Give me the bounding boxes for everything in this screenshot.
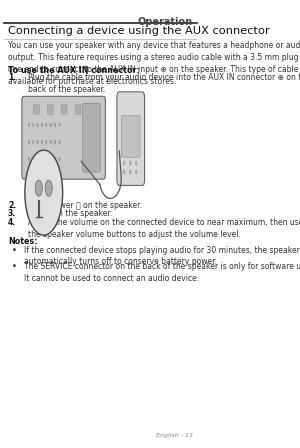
- FancyBboxPatch shape: [47, 104, 53, 114]
- Text: Notes:: Notes:: [8, 237, 38, 246]
- Text: To use the AUX IN connector:: To use the AUX IN connector:: [8, 66, 140, 75]
- Circle shape: [45, 123, 47, 127]
- Circle shape: [54, 123, 56, 127]
- FancyBboxPatch shape: [117, 92, 145, 185]
- Circle shape: [58, 123, 61, 127]
- Circle shape: [35, 180, 42, 196]
- Text: •: •: [12, 262, 17, 271]
- Circle shape: [45, 140, 47, 144]
- Circle shape: [41, 140, 43, 144]
- Circle shape: [129, 160, 131, 166]
- Circle shape: [135, 169, 137, 175]
- Circle shape: [45, 157, 47, 161]
- FancyBboxPatch shape: [122, 116, 140, 157]
- Circle shape: [28, 123, 30, 127]
- Text: Press: Press: [28, 209, 50, 218]
- Text: The SERVICE connector on the back of the speaker is only for software updates.
I: The SERVICE connector on the back of the…: [24, 262, 300, 283]
- Text: You can use your speaker with any device that features a headphone or audio
outp: You can use your speaker with any device…: [8, 41, 300, 86]
- Circle shape: [50, 140, 52, 144]
- Circle shape: [28, 140, 30, 144]
- Circle shape: [41, 157, 43, 161]
- FancyBboxPatch shape: [33, 104, 39, 114]
- Circle shape: [32, 123, 34, 127]
- Text: Connecting a device using the AUX connector: Connecting a device using the AUX connec…: [8, 26, 270, 35]
- Circle shape: [28, 157, 30, 161]
- Circle shape: [32, 140, 34, 144]
- Text: on the speaker.: on the speaker.: [51, 209, 112, 218]
- Text: If the connected device stops playing audio for 30 minutes, the speaker
automati: If the connected device stops playing au…: [24, 246, 300, 266]
- FancyBboxPatch shape: [83, 103, 100, 172]
- Circle shape: [129, 169, 131, 175]
- FancyBboxPatch shape: [61, 104, 67, 114]
- Circle shape: [37, 140, 39, 144]
- Text: Plug the cable from your audio device into the AUX IN connector ⊕ on the
back of: Plug the cable from your audio device in…: [28, 73, 300, 94]
- Text: •: •: [12, 246, 17, 254]
- Circle shape: [50, 157, 52, 161]
- Circle shape: [25, 150, 63, 235]
- Circle shape: [41, 123, 43, 127]
- Circle shape: [37, 123, 39, 127]
- Text: AUX: AUX: [39, 209, 57, 218]
- Text: 4.: 4.: [8, 218, 16, 227]
- Circle shape: [32, 157, 34, 161]
- Text: 3.: 3.: [8, 209, 16, 218]
- Circle shape: [58, 140, 61, 144]
- Circle shape: [50, 123, 52, 127]
- Circle shape: [45, 180, 52, 196]
- FancyBboxPatch shape: [75, 104, 81, 114]
- Text: Operation: Operation: [138, 17, 193, 27]
- Circle shape: [123, 160, 125, 166]
- Circle shape: [54, 140, 56, 144]
- Circle shape: [123, 169, 125, 175]
- Circle shape: [135, 160, 137, 166]
- Text: 1.: 1.: [8, 73, 16, 82]
- FancyBboxPatch shape: [22, 96, 105, 179]
- Text: Press Power ⏻ on the speaker.: Press Power ⏻ on the speaker.: [28, 201, 142, 210]
- Text: 2.: 2.: [8, 201, 16, 210]
- Circle shape: [58, 157, 61, 161]
- Circle shape: [54, 157, 56, 161]
- Text: Adjust the volume on the connected device to near maximum, then use
the speaker : Adjust the volume on the connected devic…: [28, 218, 300, 238]
- Circle shape: [37, 157, 39, 161]
- Text: English - 13: English - 13: [156, 433, 193, 438]
